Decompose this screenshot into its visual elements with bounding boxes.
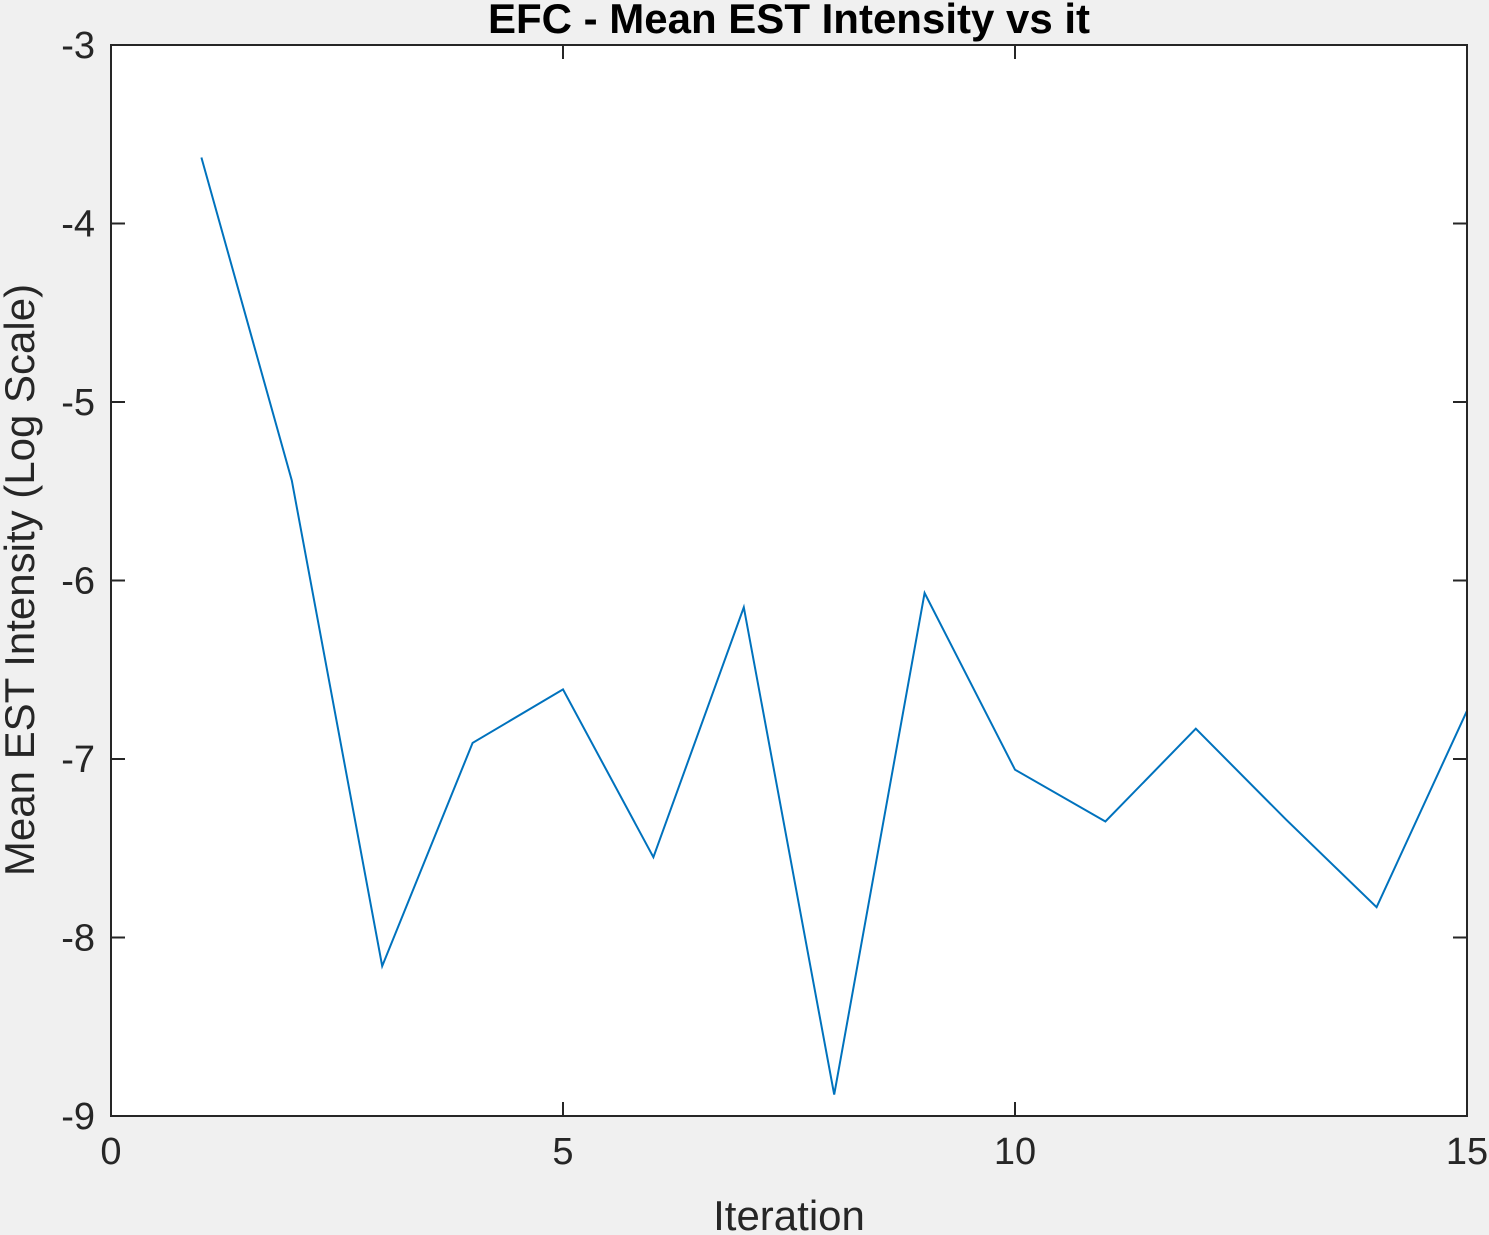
plot-frame <box>110 44 1468 1117</box>
plot-area <box>111 45 1467 1116</box>
x-axis-label: Iteration <box>713 1192 865 1235</box>
x-tick-label: 10 <box>994 1131 1036 1173</box>
x-tick-label: 5 <box>552 1131 573 1173</box>
y-tick-label: -4 <box>61 204 95 246</box>
y-axis-label: Mean EST Intensity (Log Scale) <box>0 284 43 876</box>
y-tick-label: -3 <box>61 25 95 67</box>
y-tick-label: -5 <box>61 382 95 424</box>
y-tick-label: -8 <box>61 918 95 960</box>
series-line <box>200 157 1468 1095</box>
chart-title: EFC - Mean EST Intensity vs it <box>488 0 1090 42</box>
x-tick-label: 15 <box>1446 1131 1488 1173</box>
y-tick-label: -7 <box>61 739 95 781</box>
y-tick-label: -9 <box>61 1096 95 1138</box>
x-tick-label: 0 <box>100 1131 121 1173</box>
y-tick-label: -6 <box>61 561 95 603</box>
